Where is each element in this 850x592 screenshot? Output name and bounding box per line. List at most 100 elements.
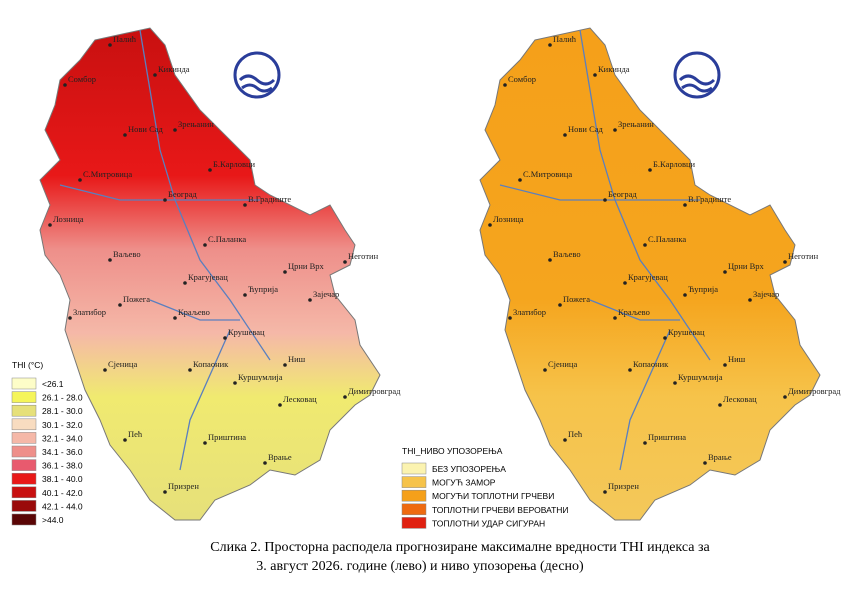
city-dot bbox=[718, 403, 722, 407]
city-dot bbox=[203, 243, 207, 247]
city-label: В.Градиште bbox=[688, 194, 731, 204]
city-label: Пожега bbox=[563, 294, 590, 304]
city-dot bbox=[783, 395, 787, 399]
city-label: Ћуприја bbox=[688, 284, 718, 294]
city-dot bbox=[643, 441, 647, 445]
city-label: Лесковац bbox=[723, 394, 757, 404]
city-label: Сјеница bbox=[548, 359, 577, 369]
city-dot bbox=[48, 223, 52, 227]
city-dot bbox=[703, 461, 707, 465]
city-dot bbox=[173, 128, 177, 132]
city-label: Кикинда bbox=[158, 64, 190, 74]
legend-label: 32.1 - 34.0 bbox=[42, 433, 83, 443]
city-label: В.Градиште bbox=[248, 194, 291, 204]
city-label: Зрењанин bbox=[178, 119, 214, 129]
city-dot bbox=[603, 490, 607, 494]
city-dot bbox=[563, 438, 567, 442]
caption: 3. август 2026. године (лево) и ниво упо… bbox=[256, 559, 584, 574]
city-label: Неготин bbox=[788, 251, 819, 261]
city-label: Б.Карловци bbox=[653, 159, 696, 169]
city-label: Куршумлија bbox=[238, 372, 283, 382]
city-label: Димитровград bbox=[348, 386, 401, 396]
legend-label: >44.0 bbox=[42, 515, 64, 525]
city-dot bbox=[748, 298, 752, 302]
legend-swatch bbox=[11, 432, 37, 444]
city-dot bbox=[278, 403, 282, 407]
city-label: Неготин bbox=[348, 251, 379, 261]
city-dot bbox=[68, 316, 72, 320]
legend-swatch bbox=[11, 391, 37, 403]
legend-swatch bbox=[11, 459, 37, 471]
city-dot bbox=[208, 168, 212, 172]
legend-swatch bbox=[401, 462, 427, 475]
city-dot bbox=[183, 281, 187, 285]
city-label: Приштина bbox=[208, 432, 246, 442]
city-label: С.Паланка bbox=[208, 234, 246, 244]
city-label: Краљево bbox=[618, 307, 650, 317]
city-dot bbox=[628, 368, 632, 372]
legend-swatch bbox=[401, 476, 427, 488]
legend-title: THI (°C) bbox=[12, 360, 43, 370]
city-dot bbox=[613, 316, 617, 320]
city-label: Златибор bbox=[513, 307, 546, 317]
city-dot bbox=[518, 178, 522, 182]
city-label: С.Митровица bbox=[523, 169, 572, 179]
city-label: Краљево bbox=[178, 307, 210, 317]
city-dot bbox=[683, 293, 687, 297]
city-dot bbox=[163, 198, 167, 202]
city-label: Крагујевац bbox=[628, 272, 668, 282]
legend-swatch bbox=[11, 500, 37, 512]
city-dot bbox=[118, 303, 122, 307]
legend-label: <26.1 bbox=[42, 379, 64, 389]
city-dot bbox=[283, 363, 287, 367]
city-label: Кикинда bbox=[598, 64, 630, 74]
legend-label: ТОПЛОТНИ ГРЧЕВИ ВЕРОВАТНИ bbox=[432, 505, 569, 515]
city-dot bbox=[508, 316, 512, 320]
legend-title: THI_НИВО УПОЗОРЕЊА bbox=[402, 446, 503, 456]
city-dot bbox=[543, 368, 547, 372]
city-label: Сјеница bbox=[108, 359, 137, 369]
legend-label: 34.1 - 36.0 bbox=[42, 447, 83, 457]
city-dot bbox=[643, 243, 647, 247]
city-label: Лозница bbox=[53, 214, 84, 224]
city-label: Приштина bbox=[648, 432, 686, 442]
city-label: Пећ bbox=[568, 429, 583, 439]
city-label: Ваљево bbox=[113, 249, 141, 259]
city-dot bbox=[233, 381, 237, 385]
city-dot bbox=[673, 381, 677, 385]
city-label: Б.Карловци bbox=[213, 159, 256, 169]
city-label: Палић bbox=[553, 34, 577, 44]
city-label: Димитровград bbox=[788, 386, 841, 396]
city-label: Ниш bbox=[728, 354, 746, 364]
city-dot bbox=[308, 298, 312, 302]
legend-swatch bbox=[11, 418, 37, 431]
legend-label: 42.1 - 44.0 bbox=[42, 501, 83, 511]
city-label: Призрен bbox=[168, 481, 199, 491]
city-dot bbox=[593, 73, 597, 77]
city-label: Зајечар bbox=[313, 289, 339, 299]
city-dot bbox=[723, 363, 727, 367]
city-label: Призрен bbox=[608, 481, 639, 491]
city-label: Ниш bbox=[288, 354, 306, 364]
city-dot bbox=[343, 395, 347, 399]
city-dot bbox=[108, 258, 112, 262]
city-dot bbox=[648, 168, 652, 172]
city-dot bbox=[623, 281, 627, 285]
city-dot bbox=[188, 368, 192, 372]
city-label: Црни Врх bbox=[288, 261, 325, 271]
city-dot bbox=[723, 270, 727, 274]
legend-label: 26.1 - 28.0 bbox=[42, 393, 83, 403]
legend-label: БЕЗ УПОЗОРЕЊА bbox=[432, 464, 506, 474]
city-dot bbox=[558, 303, 562, 307]
city-dot bbox=[488, 223, 492, 227]
city-dot bbox=[563, 133, 567, 137]
legend-swatch bbox=[11, 472, 37, 485]
city-dot bbox=[203, 441, 207, 445]
city-dot bbox=[263, 461, 267, 465]
caption: Слика 2. Просторна расподела прогнозиран… bbox=[210, 540, 710, 555]
city-label: Црни Врх bbox=[728, 261, 765, 271]
city-dot bbox=[123, 438, 127, 442]
legend-swatch bbox=[11, 377, 37, 390]
map-left: Палић Кикинда Сомбор Нови Сад Зрењанин Б.Карл… bbox=[39, 27, 401, 521]
